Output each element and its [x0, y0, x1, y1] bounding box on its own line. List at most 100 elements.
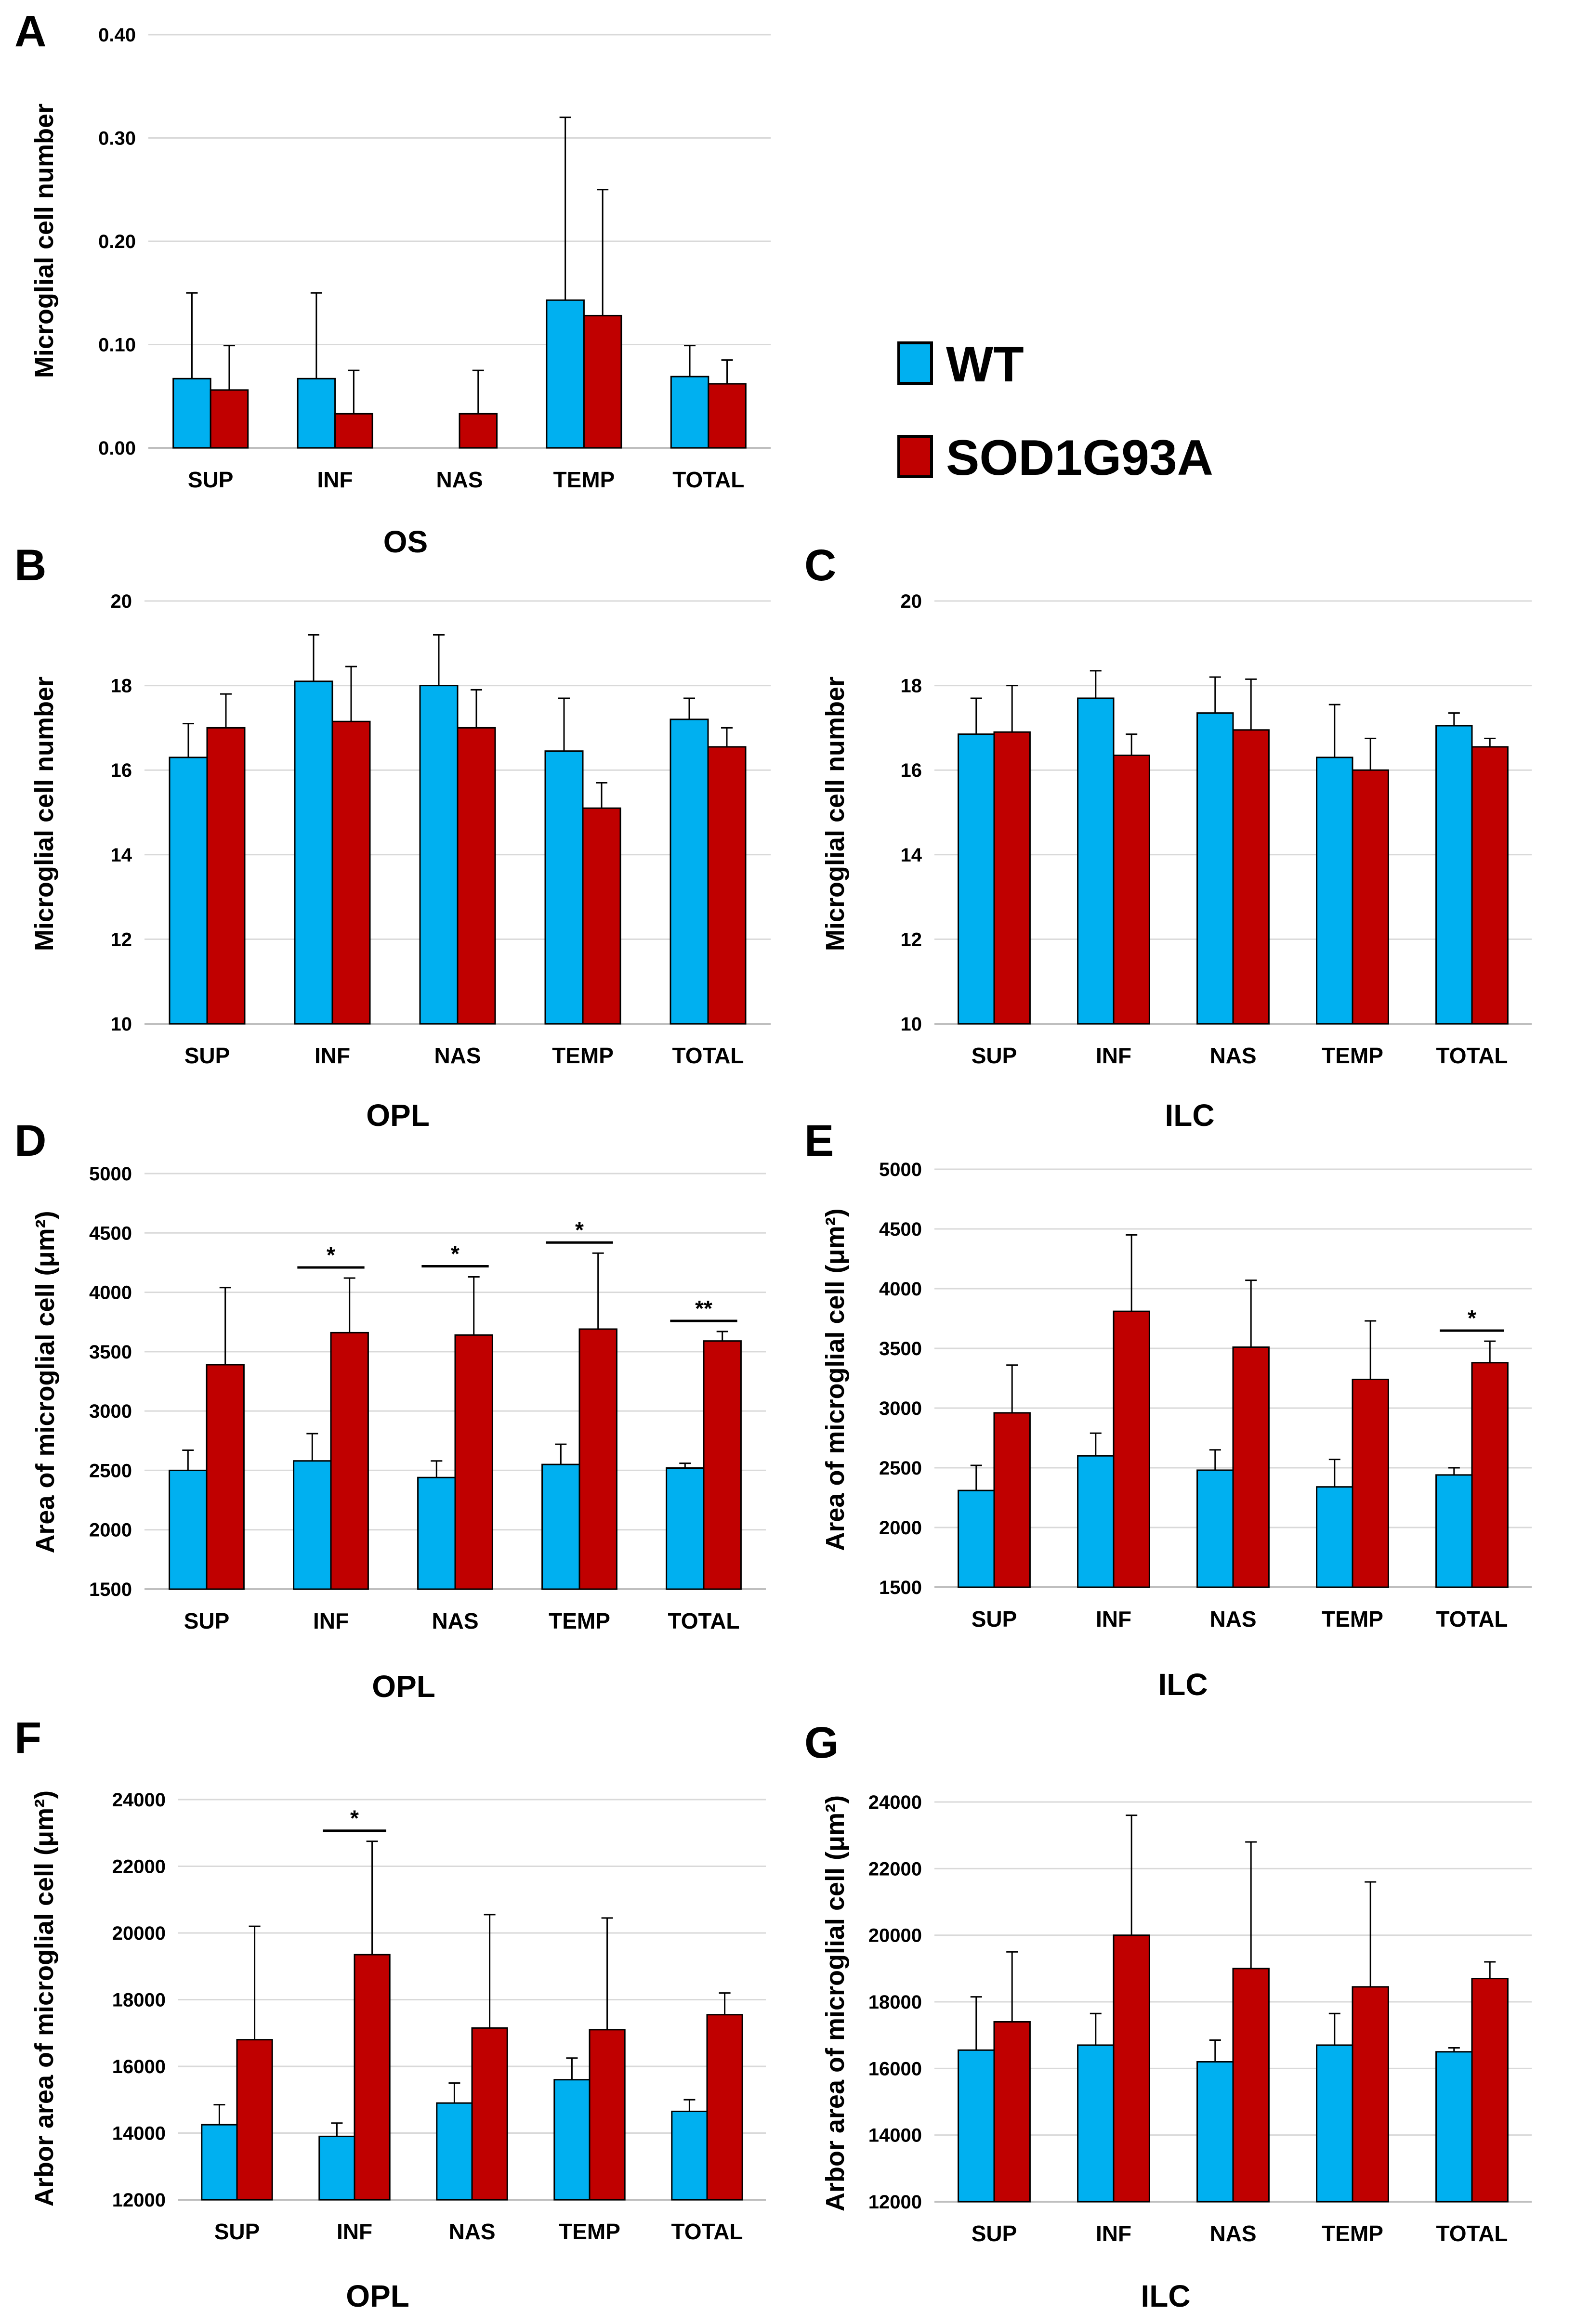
y-tick-label: 16000: [112, 2056, 166, 2077]
bar-wt: [293, 1460, 332, 1590]
bar-sod1g93a: [582, 807, 621, 1025]
y-tick-label: 18: [901, 676, 922, 697]
bar-wt: [958, 2049, 995, 2203]
bar-wt: [419, 685, 459, 1025]
bar-sod1g93a: [1232, 1968, 1270, 2203]
y-tick-label: 18: [111, 676, 132, 697]
y-tick-label: 4000: [879, 1279, 922, 1300]
chart-panel-b: B 10 12 14 16 18 20 Microglial cell number OPL SU…: [14, 541, 771, 1133]
category-label: TEMP: [559, 2219, 620, 2244]
legend-swatch-wt: [897, 341, 933, 385]
category-label: TOTAL: [1436, 2221, 1508, 2246]
bar-sod1g93a: [457, 727, 496, 1025]
panel-letter-b: B: [14, 541, 46, 590]
bar-wt: [546, 299, 585, 449]
bar-sod1g93a: [706, 2014, 743, 2201]
bar-sod1g93a: [331, 720, 371, 1025]
x-axis-label: OPL: [366, 1098, 430, 1133]
bar-sod1g93a: [1471, 1362, 1509, 1588]
bar-wt: [670, 718, 709, 1025]
x-axis-label: OPL: [346, 2279, 409, 2313]
category-label: NAS: [448, 2219, 495, 2244]
panel-letter-a: A: [14, 7, 46, 56]
significance-marker: *: [327, 1242, 335, 1267]
y-tick-label: 10: [111, 1014, 132, 1035]
legend: WT SOD1G93A: [897, 337, 1213, 486]
bar-wt: [958, 1489, 995, 1588]
bar-wt: [544, 750, 584, 1025]
bar-wt: [666, 1467, 705, 1590]
legend-label-wt: WT: [946, 337, 1024, 392]
category-label: TEMP: [549, 1608, 610, 1633]
category-label: TEMP: [1322, 1606, 1383, 1632]
bar-wt: [1316, 1486, 1353, 1588]
panel-letter-e: E: [804, 1116, 834, 1165]
bar-wt: [1435, 1474, 1473, 1588]
bar-sod1g93a: [1471, 746, 1509, 1025]
category-label: INF: [1096, 2221, 1131, 2246]
bar-wt: [553, 2079, 591, 2201]
bar-wt: [541, 1463, 580, 1590]
bar-sod1g93a: [1352, 1378, 1389, 1588]
y-tick-label: 20000: [112, 1923, 166, 1944]
panel-letter-d: D: [14, 1116, 46, 1165]
y-tick-label: 0.20: [98, 231, 136, 252]
y-tick-label: 20: [901, 591, 922, 612]
bar-sod1g93a: [236, 2039, 273, 2201]
y-tick-label: 1500: [879, 1577, 922, 1598]
bar-sod1g93a: [993, 1412, 1031, 1588]
category-label: NAS: [1209, 1606, 1256, 1632]
category-label: SUP: [188, 467, 234, 492]
bar-sod1g93a: [1471, 1978, 1509, 2203]
bar-wt: [1077, 697, 1115, 1025]
bar-sod1g93a: [1113, 1934, 1150, 2203]
y-tick-label: 14000: [868, 2125, 922, 2146]
y-axis-label: Microglial cell number: [30, 677, 59, 951]
bar-sod1g93a: [703, 1340, 742, 1590]
chart-panel-d: D 1500 2000 2500 3000 3500 4000 4500 5000 Area of…: [14, 1116, 766, 1704]
y-axis-label: Arbor area of microglial cell (μm²): [821, 1795, 850, 2211]
significance-marker: *: [451, 1241, 460, 1266]
bar-wt: [1077, 2044, 1115, 2203]
bar-sod1g93a: [993, 731, 1031, 1025]
y-axis-label: Arbor area of microglial cell (μm²): [30, 1790, 59, 2206]
y-tick-label: 16: [111, 760, 132, 781]
bar-wt: [318, 2135, 355, 2201]
significance-marker: *: [575, 1217, 584, 1242]
category-label: SUP: [184, 1608, 230, 1633]
y-tick-label: 16000: [868, 2058, 922, 2079]
y-tick-label: 20000: [868, 1925, 922, 1946]
category-label: NAS: [432, 1608, 478, 1633]
category-label: TEMP: [1322, 1043, 1383, 1068]
y-tick-label: 0.30: [98, 128, 136, 149]
bar-wt: [436, 2102, 473, 2201]
bar-sod1g93a: [1113, 754, 1150, 1025]
category-label: INF: [337, 2219, 372, 2244]
category-label: TEMP: [553, 467, 615, 492]
y-tick-label: 14: [111, 845, 132, 866]
panel-letter-g: G: [804, 1718, 839, 1767]
category-label: NAS: [436, 467, 483, 492]
y-tick-label: 12000: [868, 2192, 922, 2213]
y-tick-label: 3000: [879, 1398, 922, 1419]
legend-label-sod1g93a: SOD1G93A: [946, 430, 1213, 486]
bar-sod1g93a: [583, 314, 622, 449]
bar-sod1g93a: [707, 746, 747, 1025]
y-tick-label: 4500: [879, 1219, 922, 1240]
category-label: TOTAL: [672, 467, 744, 492]
category-label: TOTAL: [671, 2219, 743, 2244]
bar-wt: [670, 376, 709, 449]
y-tick-label: 24000: [112, 1789, 166, 1811]
y-tick-label: 22000: [868, 1858, 922, 1880]
y-tick-label: 22000: [112, 1856, 166, 1878]
bar-sod1g93a: [330, 1332, 369, 1590]
bar-sod1g93a: [459, 413, 498, 449]
category-label: SUP: [214, 2219, 260, 2244]
bar-sod1g93a: [471, 2027, 508, 2201]
bar-wt: [1316, 757, 1353, 1025]
y-tick-label: 24000: [868, 1792, 922, 1813]
panel-letter-c: C: [804, 541, 836, 590]
bar-wt: [201, 2124, 238, 2201]
y-tick-label: 2000: [89, 1520, 132, 1541]
bar-sod1g93a: [334, 413, 373, 449]
